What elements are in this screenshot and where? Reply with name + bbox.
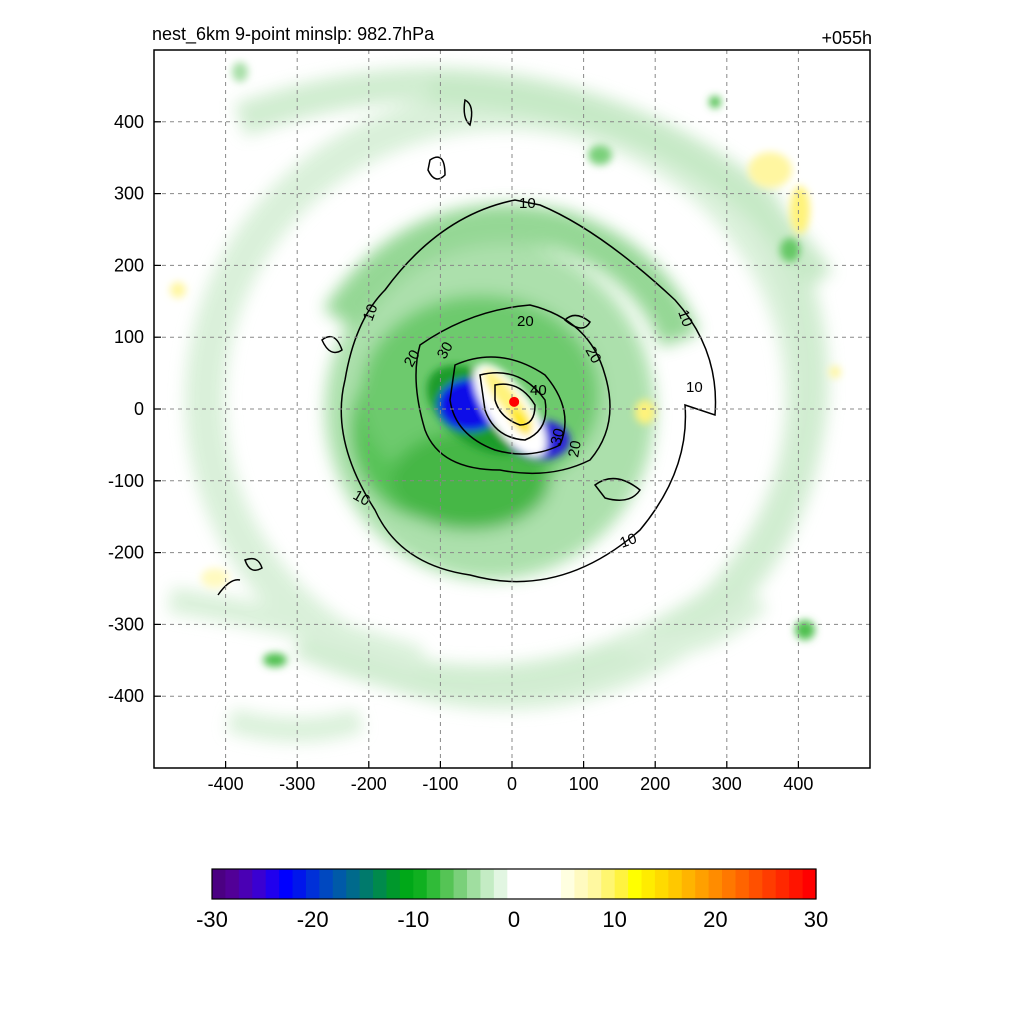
- colorbar-swatch: [762, 869, 777, 899]
- colorbar-tick-label: 20: [703, 907, 727, 932]
- colorbar-swatch: [534, 869, 549, 899]
- colorbar-swatch: [668, 869, 683, 899]
- contour-label-20-right: 20: [582, 344, 605, 367]
- contour-label-10-top: 10: [519, 195, 536, 212]
- colorbar-swatch: [789, 869, 804, 899]
- colorbar-swatch: [614, 869, 629, 899]
- plot-title: nest_6km 9-point minslp: 982.7hPa: [152, 24, 435, 45]
- colorbar-swatch: [708, 869, 723, 899]
- colorbar-swatch: [748, 869, 763, 899]
- y-tick-label: -400: [108, 686, 144, 706]
- contour-label-20-top: 20: [517, 313, 534, 330]
- colorbar-swatch: [735, 869, 750, 899]
- forecast-hour-label: +055h: [821, 28, 872, 48]
- colorbar-swatch: [238, 869, 253, 899]
- colorbar-swatch: [520, 869, 535, 899]
- colorbar-swatch: [507, 869, 522, 899]
- colorbar-swatch: [292, 869, 307, 899]
- colorbar-swatch: [440, 869, 455, 899]
- contour-label-30-right: 30: [547, 427, 568, 448]
- x-tick-label: -400: [208, 774, 244, 794]
- colorbar-swatch: [225, 869, 240, 899]
- contour-value-labels: 10 10 10 10 10 10 20 20 20 20 30 30 40: [350, 195, 703, 552]
- colorbar-tick-label: 0: [508, 907, 520, 932]
- colorbar-swatch: [722, 869, 737, 899]
- colorbar-frame: [211, 868, 817, 900]
- colorbar-swatch: [802, 869, 817, 899]
- colorbar-swatch: [426, 869, 441, 899]
- colorbar-swatch: [695, 869, 710, 899]
- colorbar-swatch: [279, 869, 294, 899]
- contour-label-30-left: 30: [434, 339, 457, 362]
- colorbar-swatch: [587, 869, 602, 899]
- colorbar-swatch: [547, 869, 562, 899]
- y-tick-label: 200: [114, 255, 144, 275]
- colorbar-swatch: [413, 869, 428, 899]
- contour-label-10-sw: 10: [350, 487, 373, 510]
- storm-center-dot: [509, 396, 520, 407]
- colorbar-swatch: [252, 869, 267, 899]
- y-tick-label: 100: [114, 327, 144, 347]
- colorbar-tick-label: 10: [602, 907, 626, 932]
- y-tick-label: -300: [108, 614, 144, 634]
- colorbar-swatch: [480, 869, 495, 899]
- contour-label-20-se: 20: [565, 439, 585, 458]
- colorbar-swatch: [332, 869, 347, 899]
- contour-label-20-left: 20: [401, 347, 424, 370]
- x-tick-label: 300: [712, 774, 742, 794]
- contour-lines: [217, 98, 717, 596]
- x-tick-label: -300: [279, 774, 315, 794]
- colorbar-swatch: [305, 869, 320, 899]
- colorbar-swatch: [346, 869, 361, 899]
- contour-10: [340, 199, 717, 583]
- colorbar-swatch: [386, 869, 401, 899]
- y-tick-label: 0: [134, 399, 144, 419]
- y-tick-label: 400: [114, 112, 144, 132]
- x-tick-label: 200: [640, 774, 670, 794]
- colorbar-tick-label: -30: [196, 907, 228, 932]
- contour-40: [479, 372, 547, 441]
- colorbar-swatch: [681, 869, 696, 899]
- y-tick-label: -100: [108, 471, 144, 491]
- x-tick-label: -100: [422, 774, 458, 794]
- colorbar-swatch: [574, 869, 589, 899]
- contour-30: [449, 356, 566, 455]
- colorbar-tick-label: 30: [804, 907, 828, 932]
- colorbar-swatch: [265, 869, 280, 899]
- contour-label-10-east: 10: [686, 379, 703, 396]
- colorbar-tick-label: -20: [297, 907, 329, 932]
- colorbar-swatch: [319, 869, 334, 899]
- colorbar-swatch: [373, 869, 388, 899]
- contour-label-10-right: 10: [674, 308, 696, 329]
- y-tick-label: -200: [108, 543, 144, 563]
- axes: -400 -300 -200 -100 0 100 200 300 400-400-300-20…: [108, 112, 813, 794]
- colorbar-tick-label: -10: [397, 907, 429, 932]
- y-tick-label: 300: [114, 184, 144, 204]
- colorbar-swatch: [628, 869, 643, 899]
- colorbar-swatch: [399, 869, 414, 899]
- contour-50: [494, 383, 536, 426]
- colorbar-swatch: [560, 869, 575, 899]
- colorbar-swatch: [775, 869, 790, 899]
- colorbar-swatch: [641, 869, 656, 899]
- contour-20: [415, 304, 611, 475]
- contour-label-10-se: 10: [618, 530, 639, 552]
- x-tick-label: 100: [569, 774, 599, 794]
- x-tick-label: 400: [783, 774, 813, 794]
- x-tick-label: -200: [351, 774, 387, 794]
- colorbar-swatch: [601, 869, 616, 899]
- x-tick-label: 0: [507, 774, 517, 794]
- contour-label-10-left: 10: [360, 302, 382, 323]
- colorbar-swatch: [493, 869, 508, 899]
- colorbar-swatch: [654, 869, 669, 899]
- colorbar-swatch: [212, 869, 227, 899]
- colorbar-swatch: [453, 869, 468, 899]
- colorbar-swatch: [359, 869, 374, 899]
- storm-center-marker: [509, 396, 520, 407]
- colorbar: -30 -20 -10 0 10 20 30: [196, 868, 828, 932]
- contour-label-40: 40: [530, 382, 547, 399]
- colorbar-swatch: [467, 869, 482, 899]
